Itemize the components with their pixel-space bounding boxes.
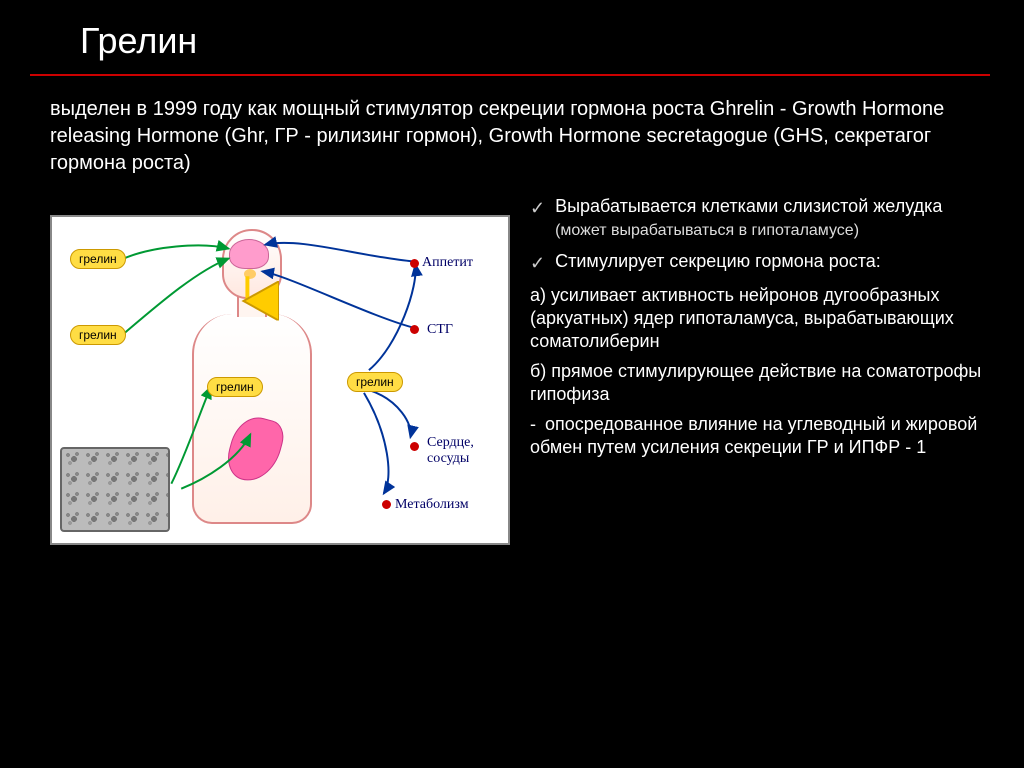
bullet-1: ✓ Вырабатывается клетками слизистой желу… — [530, 195, 984, 242]
dash-bullet: - — [530, 413, 536, 436]
intro-paragraph: выделен в 1999 году как мощный стимулято… — [30, 96, 994, 177]
content-row: грелин грелин грелин грелин Аппетит СТГ Сердц… — [30, 195, 994, 545]
red-dot — [410, 259, 419, 268]
body-outline — [177, 229, 367, 529]
brain-icon — [229, 239, 269, 269]
sub-item-a: а) усиливает активность нейронов дугообр… — [530, 284, 984, 354]
external-label: Метаболизм — [395, 497, 469, 513]
red-dot — [410, 325, 419, 334]
bullet-2-text: Стимулирует секрецию гормона роста: — [555, 250, 881, 275]
bullet-1-sub: (может вырабатываться в гипоталамусе) — [555, 222, 859, 239]
bullet-list: ✓ Вырабатывается клетками слизистой желу… — [530, 195, 994, 545]
red-dot — [410, 442, 419, 451]
dash-text: опосредованное влияние на углеводный и ж… — [530, 414, 977, 457]
ghrelin-label: грелин — [347, 372, 403, 392]
neck-shape — [237, 297, 267, 317]
ghrelin-diagram: грелин грелин грелин грелин Аппетит СТГ Сердц… — [50, 215, 510, 545]
checkmark-icon: ✓ — [530, 197, 545, 242]
external-label: Аппетит — [422, 255, 473, 271]
histology-image — [60, 447, 170, 532]
external-label: Сердце, — [427, 435, 474, 451]
pituitary-icon — [244, 269, 256, 279]
dash-item: - опосредованное влияние на углеводный и… — [530, 413, 984, 460]
checkmark-icon: ✓ — [530, 252, 545, 275]
red-dot — [382, 500, 391, 509]
external-label: сосуды — [427, 451, 469, 467]
slide-title: Грелин — [30, 20, 994, 74]
ghrelin-label: грелин — [70, 249, 126, 269]
ghrelin-label: грелин — [70, 325, 126, 345]
slide: Грелин выделен в 1999 году как мощный ст… — [0, 0, 1024, 768]
ghrelin-label: грелин — [207, 377, 263, 397]
title-divider — [30, 74, 990, 76]
bullet-1-text: Вырабатывается клетками слизистой желудк… — [555, 196, 942, 216]
bullet-2: ✓ Стимулирует секрецию гормона роста: — [530, 250, 984, 275]
external-label: СТГ — [427, 322, 453, 338]
sub-item-b: б) прямое стимулирующее действие на сома… — [530, 360, 984, 407]
